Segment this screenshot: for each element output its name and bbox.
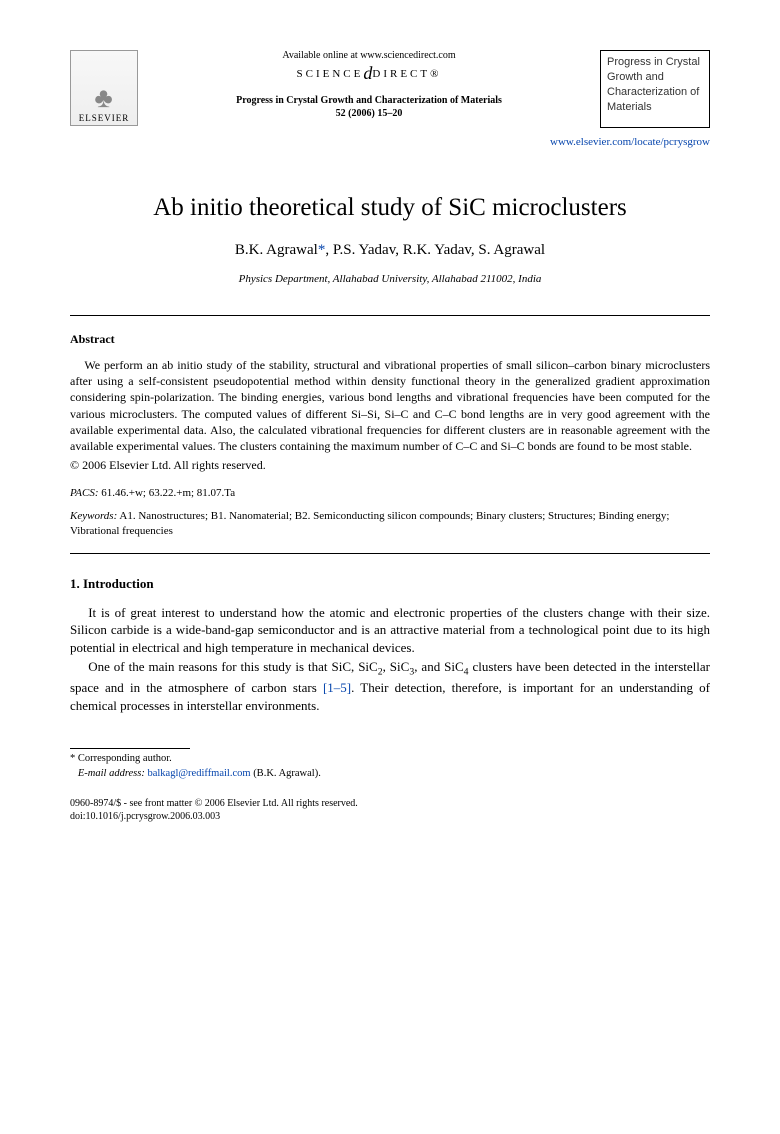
footer: 0960-8974/$ - see front matter © 2006 El… xyxy=(70,797,710,823)
email-link[interactable]: balkagl@rediffmail.com xyxy=(147,768,250,779)
section-1-para-2: One of the main reasons for this study i… xyxy=(70,658,710,714)
section-1-heading: 1. Introduction xyxy=(70,576,710,592)
journal-url-row: www.elsevier.com/locate/pcrysgrow xyxy=(70,136,710,148)
footer-line1: 0960-8974/$ - see front matter © 2006 El… xyxy=(70,797,710,810)
abstract-heading: Abstract xyxy=(70,332,710,347)
keywords-line: Keywords: A1. Nanostructures; B1. Nanoma… xyxy=(70,509,710,539)
elsevier-label: ELSEVIER xyxy=(79,113,130,123)
section-1-para-1: It is of great interest to understand ho… xyxy=(70,604,710,657)
elsevier-logo: ♣ ELSEVIER xyxy=(70,50,138,126)
pacs-label: PACS: xyxy=(70,487,99,499)
corresponding-star-icon: * xyxy=(318,242,326,258)
footnote-email: E-mail address: balkagl@rediffmail.com (… xyxy=(70,768,710,779)
journal-url-link[interactable]: www.elsevier.com/locate/pcrysgrow xyxy=(550,136,710,148)
affiliation: Physics Department, Allahabad University… xyxy=(70,273,710,285)
email-label: E-mail address: xyxy=(78,768,145,779)
footer-line2: doi:10.1016/j.pcrysgrow.2006.03.003 xyxy=(70,810,710,823)
journal-cover-box: Progress in Crystal Growth and Character… xyxy=(600,50,710,128)
email-who: (B.K. Agrawal). xyxy=(253,768,321,779)
pacs-value: 61.46.+w; 63.22.+m; 81.07.Ta xyxy=(101,487,235,499)
sciencedirect-right: DIRECT® xyxy=(372,68,441,80)
journal-ref-line1: Progress in Crystal Growth and Character… xyxy=(146,94,592,107)
sciencedirect-left: SCIENCE xyxy=(297,68,364,80)
rule-mid xyxy=(70,553,710,554)
header: ♣ ELSEVIER Available online at www.scien… xyxy=(70,50,710,128)
rule-top xyxy=(70,315,710,316)
keywords-value: A1. Nanostructures; B1. Nanomaterial; B2… xyxy=(70,510,669,537)
citation-1-5[interactable]: [1–5] xyxy=(323,680,351,695)
journal-reference: Progress in Crystal Growth and Character… xyxy=(146,94,592,120)
p2-a: One of the main reasons for this study i… xyxy=(88,659,378,674)
authors: B.K. Agrawal*, P.S. Yadav, R.K. Yadav, S… xyxy=(70,242,710,259)
p2-c: , and SiC xyxy=(414,659,463,674)
pacs-line: PACS: 61.46.+w; 63.22.+m; 81.07.Ta xyxy=(70,487,710,499)
abstract-copyright: © 2006 Elsevier Ltd. All rights reserved… xyxy=(70,458,710,473)
sciencedirect-logo: SCIENCEdDIRECT® xyxy=(146,63,592,84)
available-online-text: Available online at www.sciencedirect.co… xyxy=(146,50,592,61)
keywords-label: Keywords: xyxy=(70,510,117,522)
p2-b: , SiC xyxy=(383,659,410,674)
abstract-body: We perform an ab initio study of the sta… xyxy=(70,357,710,454)
footnote-rule xyxy=(70,748,190,749)
footnote-corresponding: * Corresponding author. xyxy=(70,753,710,764)
elsevier-tree-icon: ♣ xyxy=(94,85,113,113)
journal-ref-line2: 52 (2006) 15–20 xyxy=(146,107,592,120)
paper-title: Ab initio theoretical study of SiC micro… xyxy=(70,194,710,222)
header-center: Available online at www.sciencedirect.co… xyxy=(138,50,600,120)
